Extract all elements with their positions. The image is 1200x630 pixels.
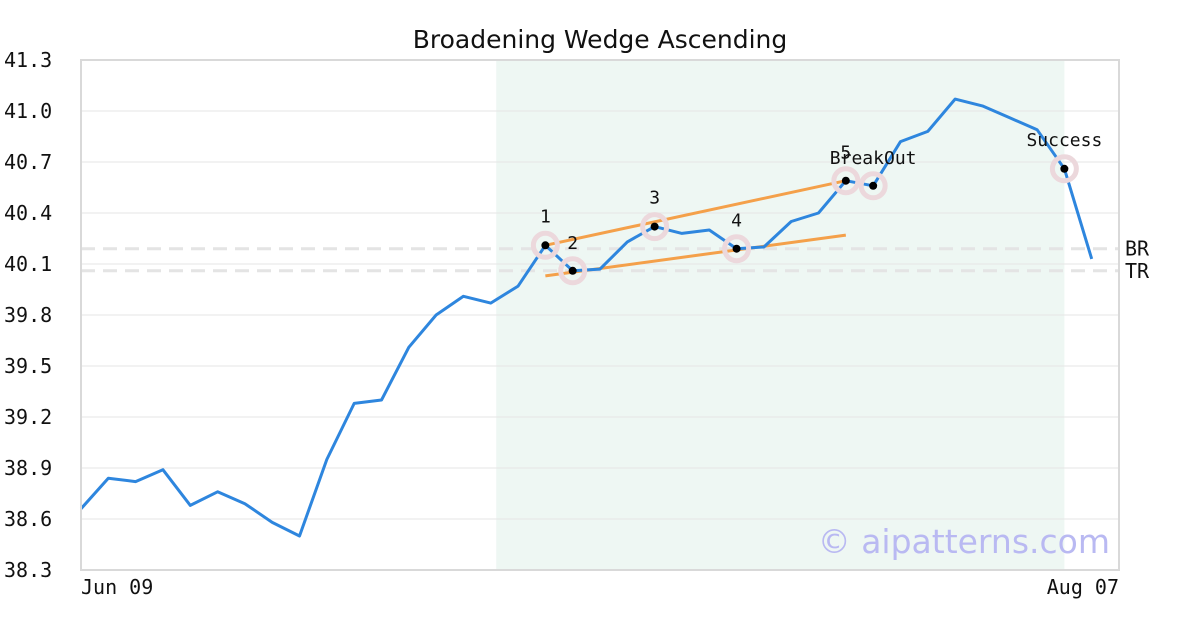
reference-line-label: TR [1125, 259, 1150, 283]
marker-dot [650, 222, 659, 231]
annotation-label: BreakOut [830, 148, 917, 169]
y-tick-label: 40.4 [4, 201, 52, 225]
marker-dot [541, 241, 550, 250]
marker-halo [640, 212, 670, 242]
y-tick-label: 39.2 [4, 405, 52, 429]
chart-title: Broadening Wedge Ascending [413, 25, 788, 54]
marker-dot [1060, 164, 1069, 173]
y-tick-label: 38.9 [4, 456, 52, 480]
y-tick-label: 39.5 [4, 354, 52, 378]
marker-halo [530, 230, 560, 260]
y-tick-label: 41.3 [4, 48, 52, 72]
x-tick-label: Jun 09 [81, 575, 153, 599]
y-tick-label: 38.6 [4, 507, 52, 531]
annotation-label: 3 [649, 188, 660, 209]
marker-halo [722, 234, 752, 264]
y-tick-label: 40.1 [4, 252, 52, 276]
annotation-label: Success [1026, 130, 1102, 151]
y-tick-label: 41.0 [4, 99, 52, 123]
marker-halo [831, 166, 861, 196]
y-tick-label: 40.7 [4, 150, 52, 174]
marker-halo [1049, 154, 1079, 184]
watermark: © aipatterns.com [818, 522, 1110, 561]
marker-dot [869, 181, 878, 190]
y-tick-label: 39.8 [4, 303, 52, 327]
trendline [545, 179, 847, 247]
plot-frame [80, 59, 1120, 571]
x-tick-label: Aug 07 [1047, 575, 1119, 599]
y-tick-label: 38.3 [4, 558, 52, 582]
axes: 38.3 38.6 38.9 39.2 39.5 39.8 40.1 40.4 40.7 41.0… [4, 48, 1120, 599]
annotation-label: 1 [540, 206, 551, 227]
marker-halo [858, 171, 888, 201]
marker-dot [841, 176, 850, 185]
reference-line-label: BR [1125, 237, 1150, 261]
pattern-markers [530, 154, 1079, 286]
marker-halo [558, 256, 588, 286]
annotation-label: 4 [731, 211, 742, 232]
annotation-label: 5 [840, 143, 851, 164]
annotation-label: 2 [567, 233, 578, 254]
marker-dot [568, 266, 577, 275]
marker-dot [732, 244, 741, 253]
